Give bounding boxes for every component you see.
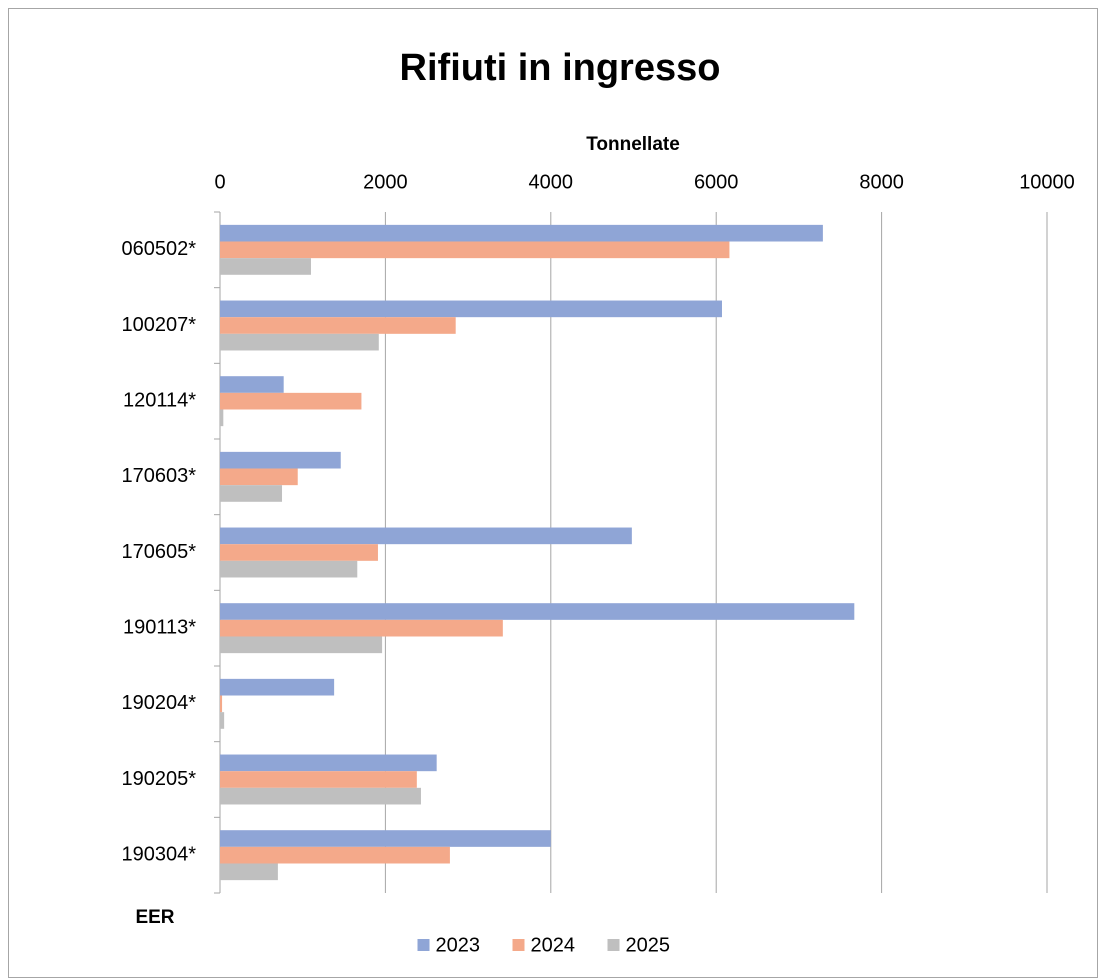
bar <box>220 392 362 410</box>
x-tick-label: 10000 <box>1019 171 1075 193</box>
bar <box>220 241 730 259</box>
x-axis-title: Tonnellate <box>586 134 680 155</box>
y-tick-label: 170603* <box>121 465 196 487</box>
legend-swatch <box>607 939 620 951</box>
y-tick-label: 190204* <box>121 692 196 714</box>
chart-title: Rifiuti in ingresso <box>400 47 721 89</box>
y-tick-label: 060502* <box>121 238 196 260</box>
bar <box>220 830 551 847</box>
y-tick-label: 120114* <box>123 389 196 411</box>
legend-swatch <box>512 939 525 951</box>
legend-label: 2024 <box>531 934 576 956</box>
bar <box>220 695 223 713</box>
bar <box>220 787 421 805</box>
bar <box>220 300 722 318</box>
bar <box>220 451 341 469</box>
x-tick-label: 6000 <box>694 171 739 193</box>
bar <box>220 224 823 242</box>
bar <box>220 636 383 654</box>
bar <box>220 560 358 578</box>
legend-label: 2025 <box>626 934 671 956</box>
y-tick-label: 190113* <box>123 616 196 638</box>
bar <box>220 619 503 637</box>
legend-label: 2023 <box>436 934 481 956</box>
bar <box>220 333 379 351</box>
bar <box>220 468 298 486</box>
y-tick-label: 170605* <box>121 541 196 563</box>
bar <box>220 317 456 334</box>
bar <box>220 409 224 427</box>
y-tick-label: 100207* <box>121 314 196 336</box>
bar <box>220 603 855 620</box>
bar <box>220 544 378 561</box>
bar <box>220 771 417 788</box>
bar <box>220 863 278 881</box>
y-axis-title: EER <box>135 907 174 928</box>
bar <box>220 678 335 696</box>
x-tick-label: 8000 <box>859 171 904 193</box>
y-tick-label: 190304* <box>121 843 196 865</box>
bar <box>220 258 311 275</box>
bar <box>220 485 283 502</box>
x-tick-label: 2000 <box>363 171 408 193</box>
x-tick-label: 4000 <box>529 171 574 193</box>
bar <box>220 754 437 772</box>
y-tick-label: 190205* <box>121 768 196 790</box>
bar <box>220 527 632 545</box>
bar <box>220 376 284 393</box>
bar <box>220 846 450 864</box>
x-tick-label: 0 <box>214 171 225 193</box>
legend-swatch <box>417 939 430 951</box>
chart-frame <box>8 8 1098 978</box>
bar <box>220 712 225 729</box>
